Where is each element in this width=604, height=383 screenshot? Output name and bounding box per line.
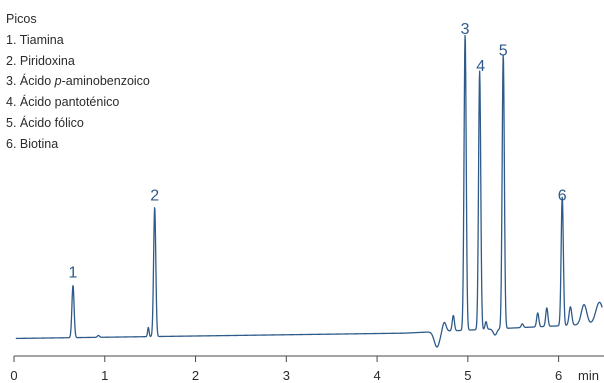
legend-item-num: 1. [6, 32, 17, 47]
legend-item-post: -aminobenzoico [61, 74, 150, 89]
legend-item-pre: Tiamina [19, 32, 64, 47]
legend-item: 4. Ácido pantoténico [6, 92, 150, 113]
peak-label: 3 [461, 21, 470, 38]
legend-item: 3. Ácido p-aminobenzoico [6, 71, 150, 92]
legend-item-num: 5. [6, 115, 17, 130]
legend-title: Picos [6, 12, 37, 26]
chromatogram-trace [15, 34, 603, 348]
legend-item-num: 6. [6, 136, 17, 151]
legend-item: 5. Ácido fólico [6, 113, 150, 134]
legend-item-ital: p [54, 74, 62, 89]
peak-labels: 1 2 3 45 6 [69, 21, 567, 281]
x-axis-label: min [578, 368, 599, 383]
legend-item: 6. Biotina [6, 134, 150, 155]
peak-label: 4 [476, 58, 485, 75]
peak-legend: Picos 1. Tiamina 2. Piridoxina 3. Ácido p-… [6, 9, 150, 155]
peak-label: 2 [150, 187, 159, 204]
peak-label: 6 [558, 187, 567, 204]
legend-item-num: 2. [6, 53, 17, 68]
x-tick-label: 3 [283, 368, 290, 383]
legend-item-pre: Ácido fólico [19, 115, 84, 130]
legend-item: 2. Piridoxina [6, 51, 150, 72]
peak-label: 5 [499, 43, 508, 60]
legend-item-pre: Ácido pantoténico [19, 95, 120, 110]
x-tick-label: 6 [555, 368, 562, 383]
x-axis-ticks: 0 1 2 3 4 5 6 [10, 356, 562, 383]
x-tick-label: 4 [373, 368, 380, 383]
legend-item-pre: Ácido [19, 74, 55, 89]
legend-item-num: 4. [6, 95, 17, 110]
x-tick-label: 0 [10, 368, 17, 383]
legend-item-pre: Piridoxina [19, 53, 75, 68]
x-tick-label: 5 [464, 368, 471, 383]
x-tick-label: 1 [101, 368, 108, 383]
legend-item: 1. Tiamina [6, 30, 150, 51]
legend-item-num: 3. [6, 74, 17, 89]
x-tick-label: 2 [192, 368, 199, 383]
peak-label: 1 [69, 264, 78, 281]
legend-item-pre: Biotina [19, 136, 59, 151]
